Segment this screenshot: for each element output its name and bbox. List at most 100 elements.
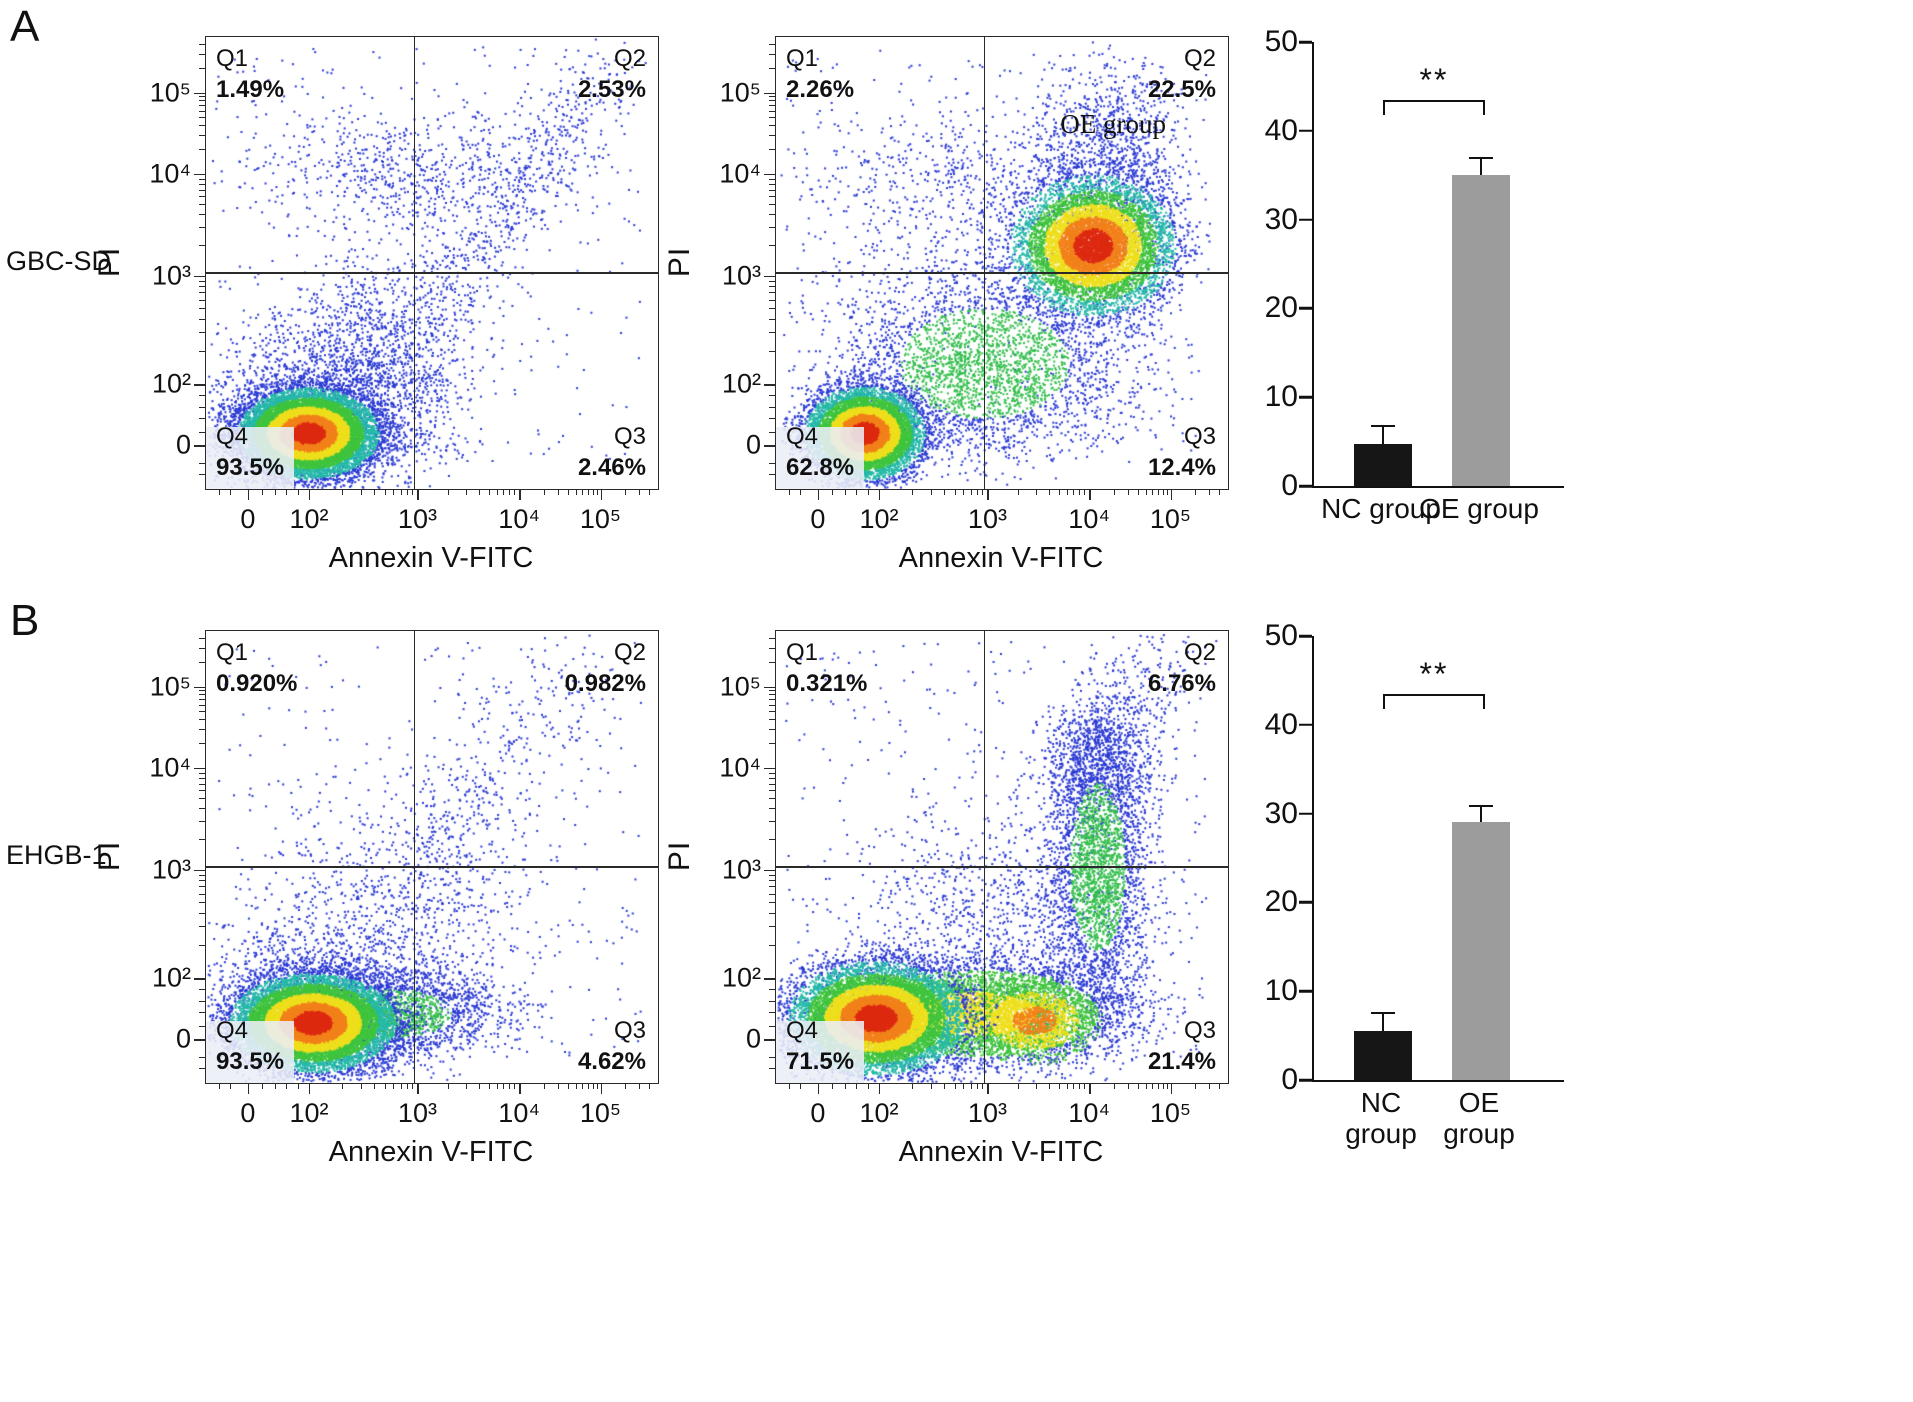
y-axis-tick (1299, 812, 1312, 815)
axis-minor-tick (1084, 489, 1086, 495)
axis-minor-tick (218, 489, 220, 495)
axis-minor-tick (769, 431, 775, 433)
plot-area: Q1 2.26% Q2 22.5% Q4 62.8% Q3 12.4% OE g… (775, 36, 1229, 490)
q4-percent: 62.8% (786, 453, 855, 481)
axis-minor-tick (769, 196, 775, 198)
axis-major-tick (247, 1083, 250, 1094)
axis-minor-tick (503, 489, 505, 495)
axis-minor-tick (788, 1083, 790, 1089)
axis-minor-tick (769, 662, 775, 663)
axis-minor-tick (769, 124, 775, 126)
flow-plot-gbc-nc: Q1 1.49% Q2 2.53% Q4 93.5% Q3 2.46% (93, 36, 660, 574)
axis-minor-tick (199, 318, 205, 320)
quadrant-q2: Q2 0.982% (565, 637, 646, 699)
axis-minor-tick (199, 699, 205, 701)
apoptosis-bar-chart-gbc: 50 40 30 20 10 0 ** (1265, 25, 1564, 524)
axis-minor-tick (393, 489, 395, 495)
y-tick-label: 10² (151, 962, 191, 993)
axis-minor-tick (543, 1083, 545, 1089)
x-tick-label: 10⁴ (498, 504, 540, 534)
error-bar-cap (1371, 424, 1395, 428)
q1-name: Q1 (216, 639, 249, 666)
axis-minor-tick (930, 1083, 932, 1089)
axis-minor-tick (199, 417, 205, 419)
axis-minor-tick (976, 489, 978, 495)
axis-major-tick (308, 1083, 311, 1094)
axis-minor-tick (199, 647, 205, 649)
axis-minor-tick (275, 489, 277, 495)
axis-minor-tick (587, 489, 589, 495)
axis-minor-tick (1194, 1083, 1196, 1089)
axis-minor-tick (769, 105, 775, 107)
axis-minor-tick (465, 1083, 467, 1089)
axis-minor-tick (199, 431, 205, 433)
axis-minor-tick (769, 1011, 775, 1013)
x-tick-label: 10⁵ (579, 1098, 622, 1128)
bar-fill (1354, 444, 1412, 486)
x-tick-labels: 0 10² 10³ 10⁴ 10⁵ (775, 504, 1227, 534)
x-axis-title: Annexin V-FITC (328, 542, 534, 574)
axis-major-tick (764, 92, 775, 94)
axis-minor-tick (1084, 1083, 1086, 1089)
axis-minor-tick (769, 53, 775, 55)
axis-major-tick (764, 1039, 775, 1041)
quadrant-q2: Q2 2.53% (578, 43, 646, 105)
axis-minor-tick (799, 1083, 801, 1089)
axis-minor-tick (360, 1083, 362, 1089)
error-bar-cap (1469, 804, 1493, 808)
gate-stats-box (776, 1021, 864, 1083)
axis-minor-tick (856, 489, 858, 495)
axis-minor-tick (769, 116, 775, 118)
axis-minor-tick (1127, 1083, 1129, 1089)
axis-major-tick (519, 489, 521, 500)
quadrant-q3: Q3 12.4% (1148, 421, 1216, 483)
y-axis-tick (1299, 40, 1312, 44)
x-tick-labels: 0 10² 10³ 10⁴ 10⁵ (775, 1098, 1227, 1128)
axis-minor-tick (1127, 489, 1129, 495)
axis-major-tick (987, 1083, 989, 1094)
axis-minor-tick (970, 1083, 972, 1089)
q4-percent: 71.5% (786, 1047, 855, 1075)
axis-minor-tick (624, 1083, 626, 1089)
axis-minor-tick (199, 214, 205, 216)
axis-minor-tick (199, 912, 205, 914)
y-tick-label: 0 (1281, 1063, 1298, 1096)
axis-minor-tick (976, 1083, 978, 1089)
axis-minor-tick (856, 1083, 858, 1089)
axis-minor-tick (769, 729, 775, 731)
y-tick-label: 10⁴ (149, 752, 191, 783)
density-scatter-canvas (206, 631, 658, 1083)
y-axis-tick (1299, 634, 1312, 638)
axis-minor-tick (1018, 1083, 1020, 1089)
axis-minor-tick (596, 1083, 598, 1089)
axis-minor-tick (769, 406, 775, 408)
axis-minor-tick (374, 1083, 376, 1089)
axis-minor-tick (867, 1083, 869, 1089)
axis-minor-tick (199, 406, 205, 408)
axis-minor-tick (769, 463, 775, 465)
x-tick-label: 0 (240, 504, 256, 534)
q4-name: Q4 (786, 422, 819, 450)
group-annotation: OE group (1060, 109, 1166, 139)
axis-minor-tick (1018, 489, 1020, 495)
axis-minor-tick (199, 189, 205, 191)
axis-minor-tick (769, 204, 775, 206)
axis-minor-tick (649, 489, 651, 495)
axis-minor-tick (199, 196, 205, 198)
axis-minor-tick (1035, 489, 1037, 495)
y-tick-labels: 50 40 30 20 10 0 (1248, 25, 1298, 502)
x-tick-label: 10³ (397, 504, 437, 534)
plot-area: Q1 0.920% Q2 0.982% Q4 93.5% Q3 4.62% (205, 630, 659, 1084)
axis-minor-tick (1166, 1083, 1168, 1089)
significance-bracket: ** (1383, 62, 1485, 115)
y-tick-label: 10⁵ (149, 77, 191, 107)
axis-minor-tick (769, 893, 775, 895)
axis-minor-tick (360, 489, 362, 495)
axis-minor-tick (954, 1083, 956, 1089)
axis-minor-tick (199, 474, 205, 476)
axis-minor-tick (911, 1083, 913, 1089)
density-scatter-canvas (206, 37, 658, 489)
axis-minor-tick (769, 100, 775, 102)
x-tick-label: 10³ (967, 504, 1007, 534)
y-tick-label: 10 (1264, 380, 1298, 414)
